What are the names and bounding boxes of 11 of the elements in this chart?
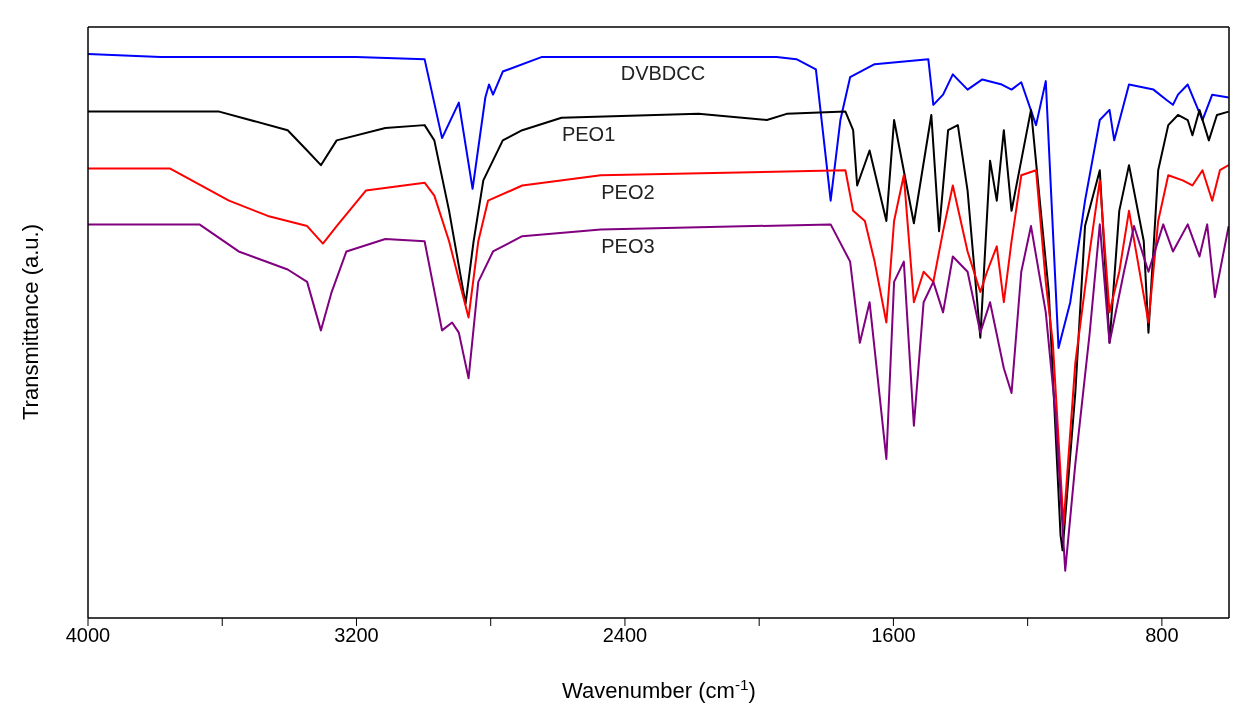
x-tick-label: 3200 bbox=[334, 624, 379, 647]
x-tick-label: 1600 bbox=[871, 624, 916, 647]
x-tick-label: 4000 bbox=[65, 624, 111, 647]
series-label: PEO2 bbox=[601, 180, 655, 203]
x-tick-label: 2400 bbox=[602, 624, 648, 647]
series-label: DVBDCC bbox=[620, 61, 706, 84]
series-label: PEO1 bbox=[561, 122, 616, 145]
x-tick-label: 800 bbox=[1145, 624, 1179, 647]
y-axis-title: Transmittance (a.u.) bbox=[18, 223, 43, 421]
series-label: PEO3 bbox=[601, 234, 655, 257]
x-axis-title: Wavenumber (cm$^{-1}$) bbox=[562, 675, 756, 703]
